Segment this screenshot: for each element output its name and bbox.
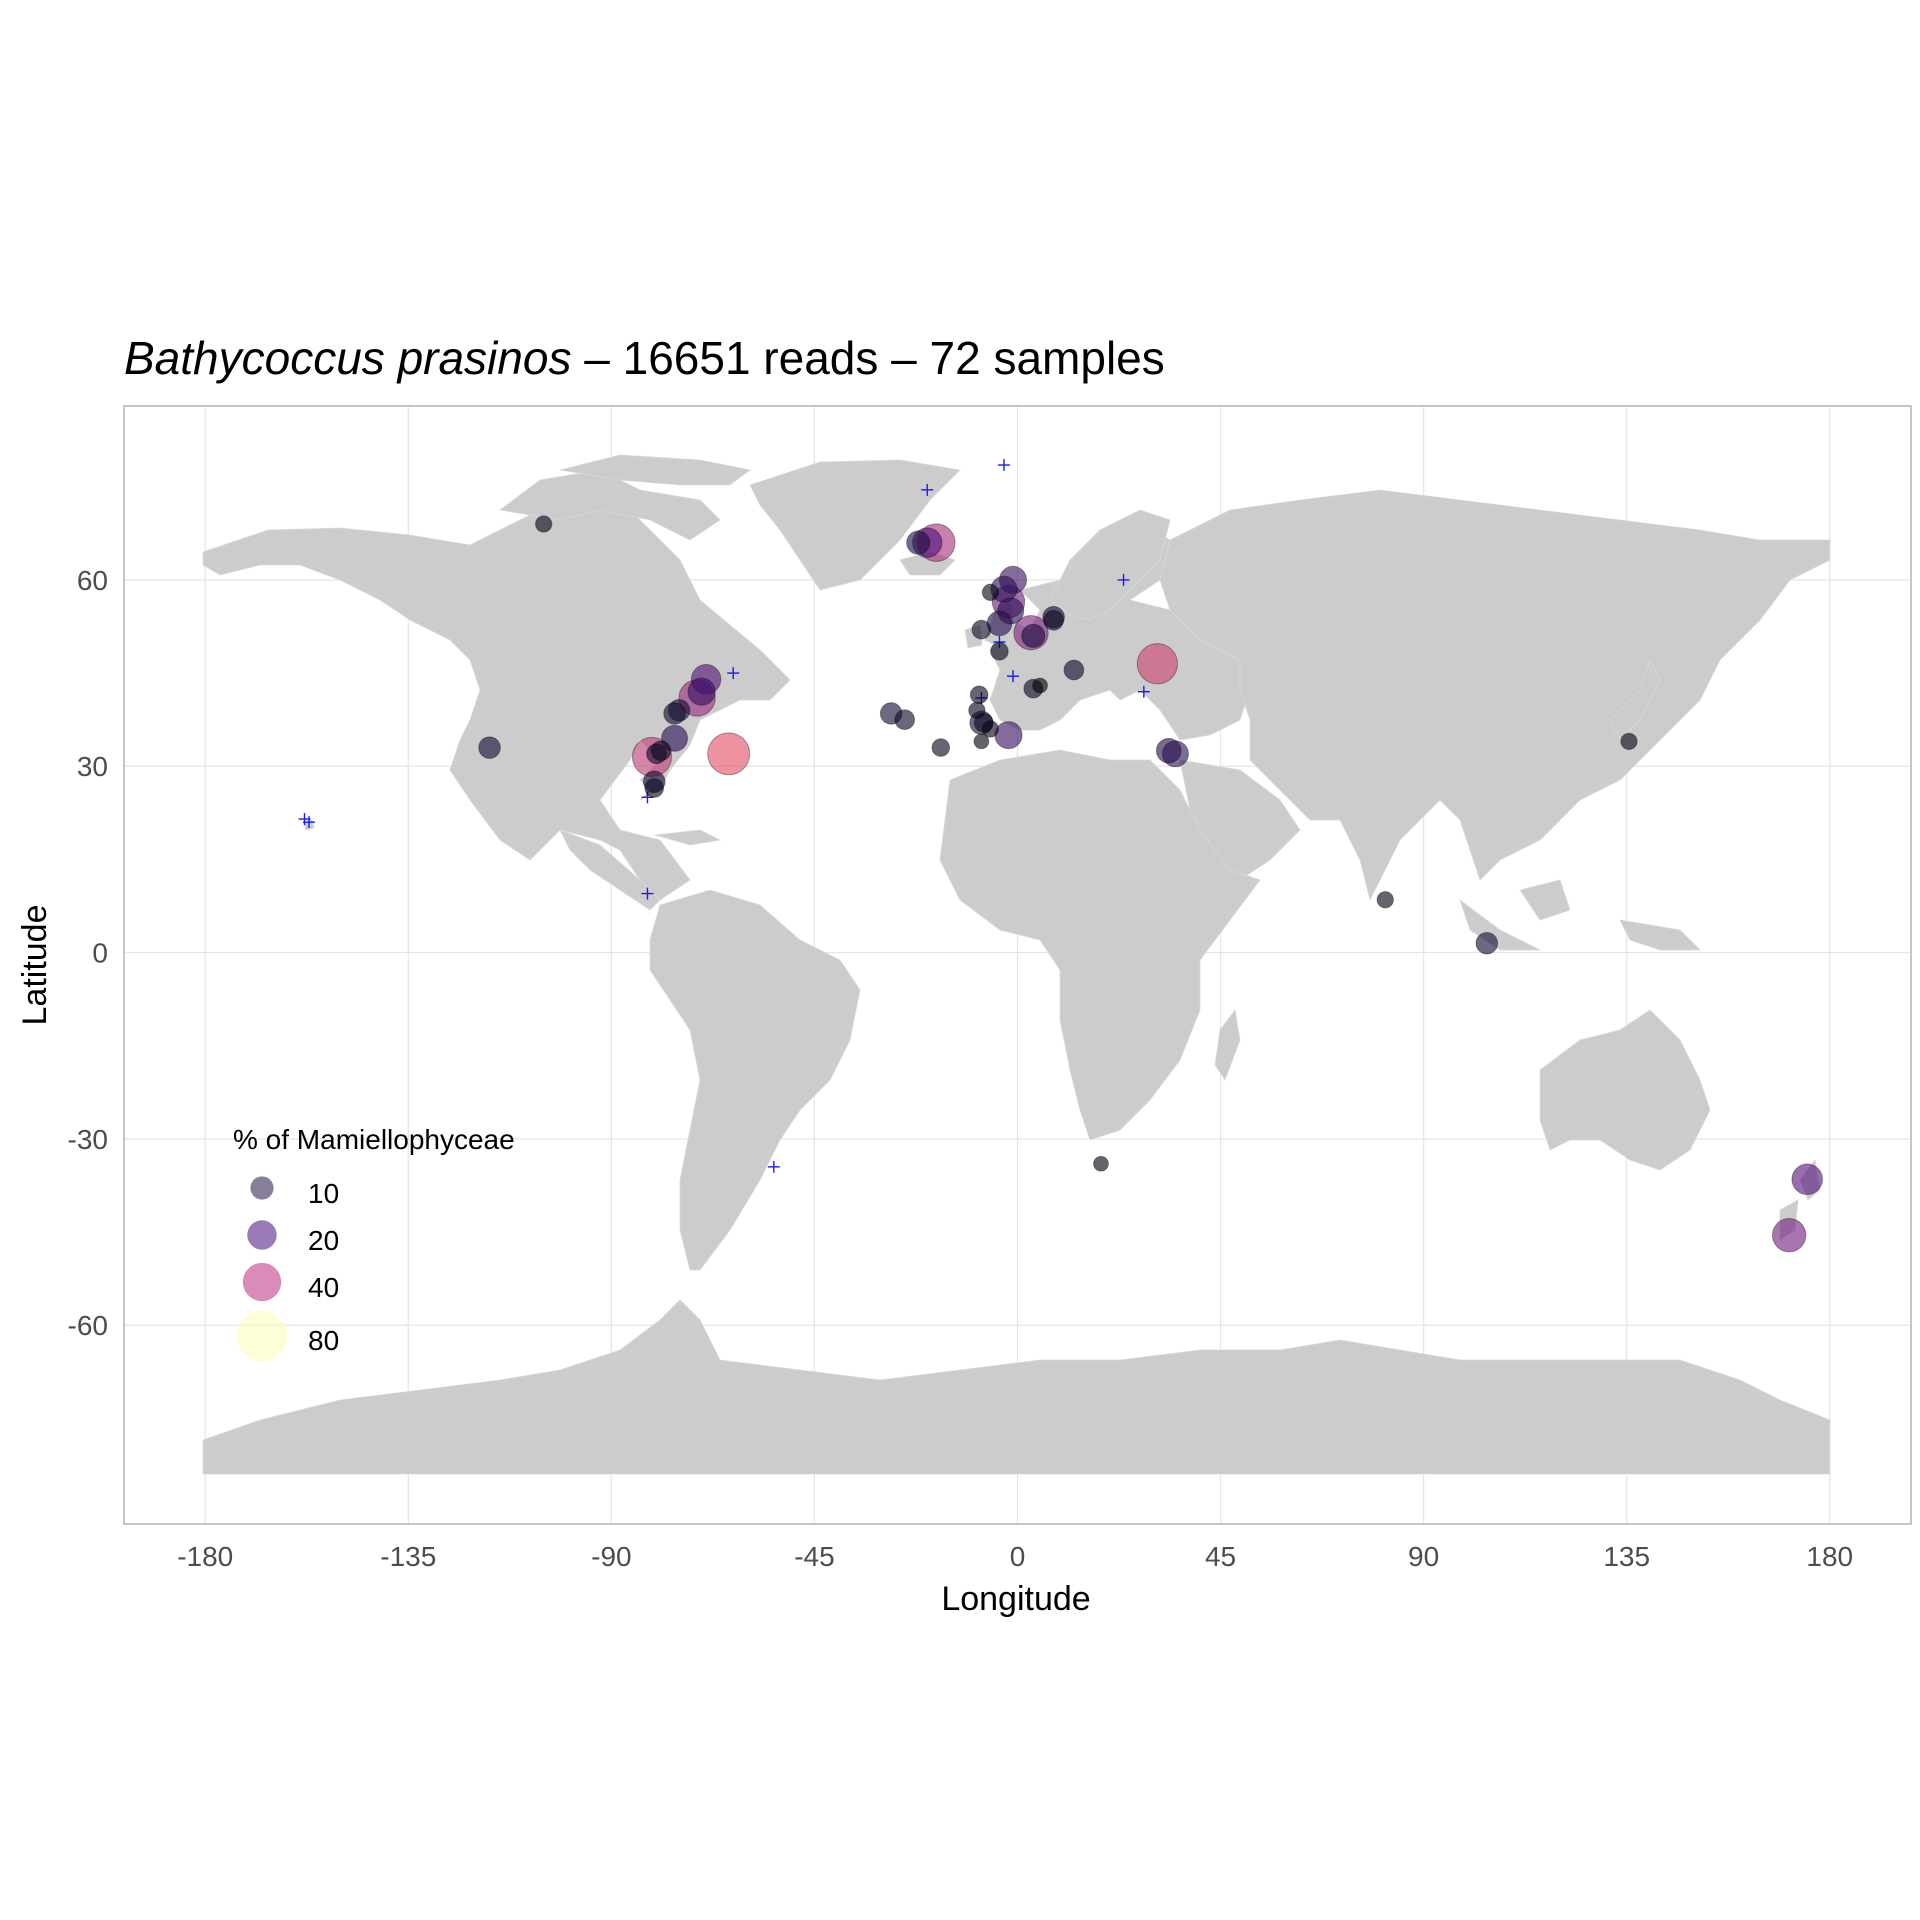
x-tick-label: 0 — [1010, 1541, 1026, 1572]
zero-detection-marker — [1117, 573, 1130, 586]
sample-point — [663, 702, 686, 725]
land-scandinavia — [1049, 509, 1171, 621]
y-axis-ticks: -60 -30 0 30 60 — [68, 565, 108, 1341]
sample-point — [894, 709, 916, 731]
size-legend: % of Mamiellophyceae 10 20 40 80 — [233, 1124, 515, 1362]
land-new-guinea — [1619, 919, 1701, 951]
sample-point — [1063, 659, 1085, 681]
x-axis-ticks: -180 -135 -90 -45 0 45 90 135 180 — [177, 1541, 1853, 1572]
x-tick-label: -180 — [177, 1541, 233, 1572]
land-greenland — [749, 459, 961, 591]
sample-point — [1771, 1217, 1807, 1253]
sample-points — [478, 515, 1823, 1253]
zero-detection-marker — [641, 887, 654, 900]
sample-point — [1791, 1163, 1823, 1196]
legend-key-10 — [250, 1176, 274, 1200]
zero-detection-marker — [767, 1160, 780, 1173]
legend-label-20: 20 — [308, 1225, 339, 1256]
sample-point — [969, 685, 989, 705]
sample-point — [990, 642, 1009, 661]
x-tick-label: -90 — [591, 1541, 631, 1572]
zero-detection-marker — [921, 483, 934, 496]
x-axis-title: Longitude — [941, 1580, 1090, 1618]
sample-point — [994, 721, 1023, 750]
land-madagascar — [1214, 1009, 1241, 1081]
x-tick-label: -45 — [794, 1541, 834, 1572]
title-reads: 16651 reads — [623, 332, 879, 384]
sample-point — [707, 732, 751, 776]
y-axis-title: Latitude — [16, 905, 54, 1026]
legend-key-40 — [242, 1262, 282, 1302]
sample-point — [478, 736, 501, 759]
legend-label-10: 10 — [308, 1178, 339, 1209]
sample-point — [1021, 623, 1046, 648]
y-tick-label: -30 — [68, 1124, 108, 1155]
sample-point — [981, 583, 1000, 601]
sample-point — [1136, 643, 1178, 685]
panel-border — [123, 405, 1912, 1525]
title-species: Bathycoccus prasinos — [124, 332, 571, 384]
land-caribbean — [654, 829, 722, 846]
land-japan — [1609, 658, 1661, 741]
sample-point — [644, 778, 665, 798]
zero-detection-marker — [997, 459, 1010, 472]
title-separator-2: – — [878, 332, 929, 384]
land-borneo — [1519, 879, 1571, 921]
sample-point — [973, 733, 990, 750]
legend-label-40: 40 — [308, 1272, 339, 1303]
y-tick-label: 60 — [77, 565, 108, 596]
sample-point — [1376, 891, 1394, 909]
sample-point — [1093, 1155, 1109, 1172]
x-tick-label: 135 — [1603, 1541, 1650, 1572]
sample-point — [971, 619, 992, 640]
legend-key-80 — [236, 1310, 288, 1362]
y-tick-label: -60 — [68, 1310, 108, 1341]
chart-title: Bathycoccus prasinos – 16651 reads – 72 … — [124, 332, 1165, 384]
land-arctic-north — [559, 454, 751, 486]
title-samples: 72 samples — [930, 332, 1165, 384]
sample-point — [1155, 737, 1182, 764]
land-central-america — [559, 829, 661, 911]
land-north-america — [202, 494, 791, 901]
y-tick-label: 0 — [92, 938, 108, 969]
legend-label-80: 80 — [308, 1325, 339, 1356]
sample-point — [906, 530, 931, 555]
zero-detection-marker — [303, 816, 316, 829]
land-asia — [1159, 489, 1831, 902]
zero-detection-marker — [1137, 685, 1150, 698]
x-tick-label: -135 — [380, 1541, 436, 1572]
x-tick-label: 180 — [1806, 1541, 1853, 1572]
land-southeast-asia — [1459, 898, 1541, 951]
legend-title: % of Mamiellophyceae — [233, 1124, 515, 1155]
sample-point — [1475, 931, 1499, 955]
sample-point — [968, 701, 986, 720]
sample-point — [981, 720, 1000, 738]
legend-key-20 — [247, 1220, 277, 1250]
land-south-america — [649, 889, 861, 1271]
sample-point — [687, 677, 716, 706]
zero-detection-marker — [1006, 670, 1019, 683]
y-tick-label: 30 — [77, 751, 108, 782]
plot-panel: % of Mamiellophyceae 10 20 40 80 — [123, 405, 1912, 1525]
title-separator-1: – — [571, 332, 622, 384]
sample-point — [646, 743, 667, 765]
sample-point — [931, 738, 951, 757]
x-tick-label: 45 — [1205, 1541, 1236, 1572]
sample-point — [535, 515, 553, 533]
land-antarctica — [202, 1299, 1831, 1475]
sample-point — [1032, 677, 1048, 694]
land-masses — [202, 454, 1831, 1475]
sample-point — [1043, 609, 1064, 631]
x-tick-label: 90 — [1408, 1541, 1439, 1572]
zero-detection-marker — [727, 667, 740, 680]
land-africa — [939, 749, 1261, 1141]
land-australia — [1539, 1009, 1711, 1171]
sample-point — [1620, 732, 1638, 751]
